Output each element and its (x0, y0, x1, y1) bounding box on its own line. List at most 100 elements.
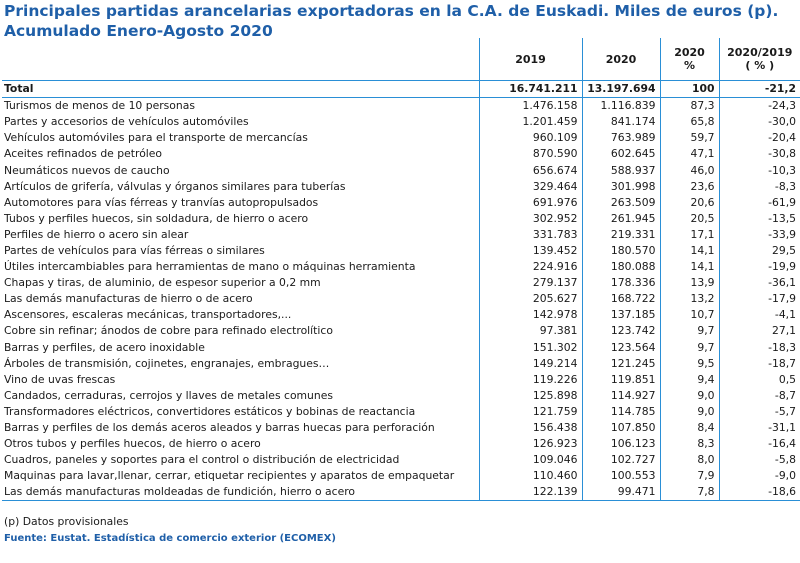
header-pct: 2020% (659, 38, 719, 81)
row-2020: 114.785 (581, 403, 660, 420)
row-2019: 331.783 (478, 226, 582, 243)
row-var: -20,4 (718, 130, 800, 147)
row-pct: 17,1 (659, 226, 719, 243)
row-2019: 97.381 (478, 323, 582, 340)
row-2020: 114.927 (581, 387, 660, 404)
table-row: Candados, cerraduras, cerrojos y llaves … (2, 387, 800, 404)
table-row: Cuadros, paneles y soportes para el cont… (2, 452, 800, 469)
row-pct: 65,8 (659, 114, 719, 131)
row-2019: 125.898 (478, 387, 582, 404)
exports-table: 2019 2020 2020% 2020/2019( % ) Total 16.… (2, 38, 800, 502)
row-pct: 8,0 (659, 452, 719, 469)
row-pct: 47,1 (659, 146, 719, 163)
table-row: Automotores para vías férreas y tranvías… (2, 194, 800, 211)
row-2019: 205.627 (478, 291, 582, 308)
row-2019: 109.046 (478, 452, 582, 469)
row-2020: 168.722 (581, 291, 660, 308)
row-2019: 691.976 (478, 194, 582, 211)
row-2020: 102.727 (581, 452, 660, 469)
row-2019: 224.916 (478, 259, 582, 276)
row-2020: 121.245 (581, 355, 660, 372)
table-row: Transformadores eléctricos, convertidore… (2, 403, 800, 420)
row-var: -18,7 (718, 355, 800, 372)
total-row: Total 16.741.211 13.197.694 100 -21,2 (2, 80, 800, 99)
row-name: Neumáticos nuevos de caucho (4, 163, 170, 177)
row-2020: 1.116.839 (581, 97, 660, 115)
row-2020: 602.645 (581, 146, 660, 163)
row-name: Automotores para vías férreas y tranvías… (4, 195, 319, 209)
table-row: Las demás manufacturas moldeadas de fund… (2, 484, 800, 502)
row-2019: 1.476.158 (478, 97, 582, 115)
row-var: -8,7 (718, 387, 800, 404)
table-row: Las demás manufacturas de hierro o de ac… (2, 291, 800, 308)
header-var: 2020/2019( % ) (718, 38, 800, 81)
table-row: Vehículos automóviles para el transporte… (2, 130, 800, 147)
row-pct: 9,0 (659, 387, 719, 404)
row-pct: 9,4 (659, 371, 719, 388)
page-title: Principales partidas arancelarias export… (4, 1, 794, 41)
row-2019: 1.201.459 (478, 114, 582, 131)
row-name: Partes de vehículos para vías férreas o … (4, 243, 265, 257)
row-2020: 123.564 (581, 339, 660, 356)
row-name: Artículos de grifería, válvulas y órgano… (4, 179, 346, 193)
table-row: Perfiles de hierro o acero sin alear 331.… (2, 226, 800, 243)
row-2020: 180.570 (581, 242, 660, 260)
header-blank (2, 38, 479, 81)
row-pct: 9,7 (659, 339, 719, 356)
row-name: Otros tubos y perfiles huecos, de hierro… (4, 437, 261, 451)
table-row: Aceites refinados de petróleo 870.590 602.… (2, 146, 800, 163)
row-2019: 302.952 (478, 210, 582, 227)
row-pct: 46,0 (659, 162, 719, 179)
table-row: Partes y accesorios de vehículos automóv… (2, 114, 800, 131)
row-var: -13,5 (718, 210, 800, 227)
row-pct: 8,4 (659, 419, 719, 437)
source-note: Fuente: Eustat. Estadística de comercio … (4, 533, 336, 544)
row-name: Ascensores, escaleras mecánicas, transpo… (4, 308, 292, 322)
row-var: -36,1 (718, 275, 800, 292)
row-2020: 106.123 (581, 436, 660, 453)
row-2019: 126.923 (478, 436, 582, 453)
row-2019: 139.452 (478, 242, 582, 260)
table-row: Ascensores, escaleras mecánicas, transpo… (2, 307, 800, 324)
row-2020: 263.509 (581, 194, 660, 211)
table-row: Partes de vehículos para vías férreas o … (2, 242, 800, 260)
row-name: Vino de uvas frescas (4, 372, 116, 386)
total-name: Total (2, 80, 479, 99)
row-name: Útiles intercambiables para herramientas… (4, 260, 416, 274)
table-row: Cobre sin refinar; ánodos de cobre para … (2, 323, 800, 340)
row-2020: 261.945 (581, 210, 660, 227)
row-name: Cuadros, paneles y soportes para el cont… (4, 453, 400, 467)
row-var: -17,9 (718, 291, 800, 308)
table-row: Maquinas para lavar,llenar, cerrar, etiq… (2, 468, 800, 485)
row-var: -31,1 (718, 419, 800, 437)
table-row: Chapas y tiras, de aluminio, de espesor … (2, 275, 800, 292)
row-pct: 13,2 (659, 291, 719, 308)
row-pct: 7,8 (659, 484, 719, 502)
row-2020: 763.989 (581, 130, 660, 147)
row-2019: 329.464 (478, 178, 582, 195)
row-name: Vehículos automóviles para el transporte… (4, 131, 308, 145)
row-name: Candados, cerraduras, cerrojos y llaves … (4, 388, 334, 402)
row-pct: 59,7 (659, 130, 719, 147)
row-2019: 119.226 (478, 371, 582, 388)
row-2019: 151.302 (478, 339, 582, 356)
row-pct: 10,7 (659, 307, 719, 324)
row-var: -18,6 (718, 484, 800, 502)
row-var: -9,0 (718, 468, 800, 485)
row-name: Las demás manufacturas de hierro o de ac… (4, 292, 253, 306)
row-pct: 14,1 (659, 259, 719, 276)
table-row: Turismos de menos de 10 personas 1.476.15… (2, 97, 800, 115)
row-name: Transformadores eléctricos, convertidore… (4, 404, 416, 418)
header-var-label: 2020/2019( % ) (727, 46, 793, 72)
table-row: Artículos de grifería, válvulas y órgano… (2, 178, 800, 195)
row-pct: 9,5 (659, 355, 719, 372)
row-2019: 121.759 (478, 403, 582, 420)
row-2019: 870.590 (478, 146, 582, 163)
row-name: Barras y perfiles de los demás aceros al… (4, 421, 435, 435)
row-name: Árboles de transmisión, cojinetes, engra… (4, 356, 330, 370)
row-2020: 178.336 (581, 275, 660, 292)
table-row: Otros tubos y perfiles huecos, de hierro… (2, 436, 800, 453)
row-var: -5,7 (718, 403, 800, 420)
row-pct: 9,7 (659, 323, 719, 340)
row-var: -19,9 (718, 259, 800, 276)
